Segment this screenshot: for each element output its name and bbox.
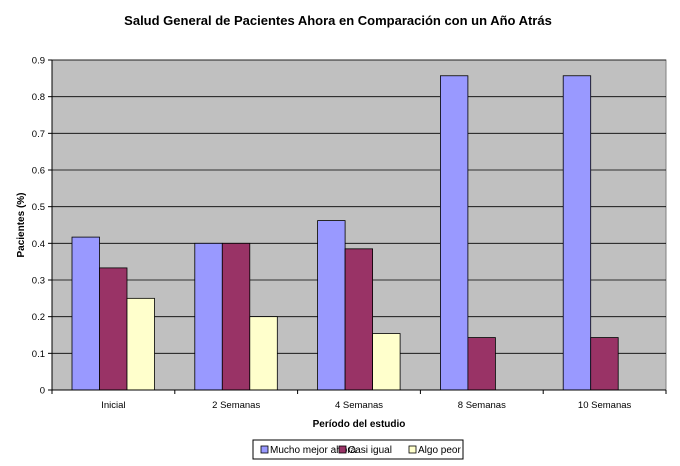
chart-title: Salud General de Pacientes Ahora en Comp… <box>124 13 552 28</box>
y-tick-label: 0.9 <box>32 56 45 67</box>
legend-label: Mucho mejor ahora <box>270 445 357 456</box>
x-tick-label: Inicial <box>101 400 125 411</box>
y-axis-title: Pacientes (%) <box>16 192 27 257</box>
legend-swatch <box>260 445 269 454</box>
bar-casi-igual-4 <box>590 337 619 391</box>
y-tick-label: 0 <box>40 386 45 397</box>
y-tick-label: 0.3 <box>32 276 45 287</box>
bar-algo-peor-1 <box>249 316 278 391</box>
x-tick-label: 2 Semanas <box>212 400 260 411</box>
bar-mucho-mejor-ahora-0 <box>71 236 100 391</box>
y-tick-label: 0.2 <box>32 312 45 323</box>
bar-casi-igual-3 <box>467 337 496 391</box>
y-tick-labels: 0 0.1 0.2 0.3 0.4 0.5 0.6 0.7 0.8 0.9 <box>32 56 45 397</box>
bar-mucho-mejor-ahora-4 <box>562 75 592 391</box>
bar-casi-igual-0 <box>99 267 128 391</box>
legend-swatch <box>338 445 347 454</box>
x-tick-label: 8 Semanas <box>458 400 506 411</box>
y-tick-label: 0.5 <box>32 202 45 213</box>
x-tick-label: 10 Semanas <box>578 400 632 411</box>
y-tick-label: 0.4 <box>32 239 45 250</box>
bar-algo-peor-0 <box>126 297 155 391</box>
bar-algo-peor-2 <box>372 333 401 391</box>
bar-casi-igual-2 <box>344 248 374 391</box>
bar-mucho-mejor-ahora-2 <box>317 220 346 391</box>
bar-casi-igual-1 <box>221 242 251 391</box>
x-axis-title: Período del estudio <box>313 419 406 430</box>
x-tick-labels: Inicial 2 Semanas 4 Semanas 8 Semanas 10 Sem… <box>101 400 631 411</box>
bars <box>71 75 619 391</box>
legend-swatch <box>408 445 417 454</box>
x-tick-label: 4 Semanas <box>335 400 383 411</box>
y-tick-label: 0.8 <box>32 92 45 103</box>
y-tick-label: 0.1 <box>32 349 45 360</box>
y-tick-label: 0.7 <box>32 129 45 140</box>
bar-mucho-mejor-ahora-1 <box>194 242 223 391</box>
legend-box <box>252 439 464 460</box>
legend-label: Algo peor <box>418 445 461 456</box>
bar-mucho-mejor-ahora-3 <box>439 75 469 391</box>
legend-label: Casi igual <box>348 445 392 456</box>
axes <box>48 59 667 394</box>
y-tick-label: 0.6 <box>32 166 45 177</box>
